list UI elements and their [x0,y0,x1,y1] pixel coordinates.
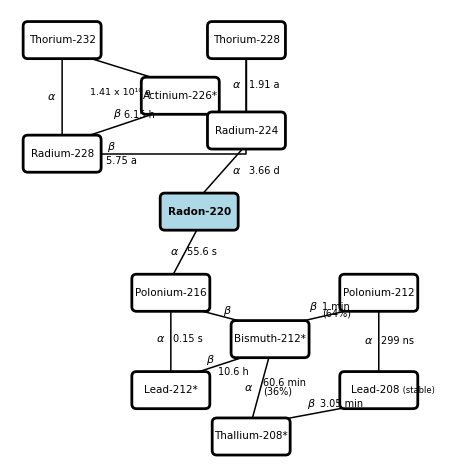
Text: 5.75 a: 5.75 a [106,156,137,166]
Text: 60.6 min: 60.6 min [263,378,306,388]
Text: α: α [245,383,253,393]
Text: α: α [365,337,372,346]
Text: 3.05 min: 3.05 min [319,399,363,409]
Text: Polonium-216: Polonium-216 [135,288,207,298]
Text: Lead-208: Lead-208 [351,385,399,395]
FancyBboxPatch shape [208,21,285,59]
Text: (36%): (36%) [263,386,292,397]
Text: Radon-220: Radon-220 [168,206,231,217]
Text: β: β [207,355,214,365]
Text: Bismuth-212*: Bismuth-212* [234,334,306,344]
Text: β: β [223,306,230,316]
Text: Polonium-212: Polonium-212 [343,288,415,298]
FancyBboxPatch shape [132,274,210,311]
Text: 299 ns: 299 ns [381,337,414,346]
FancyBboxPatch shape [141,77,219,114]
Text: Thorium-232: Thorium-232 [28,35,96,45]
Text: α: α [232,166,240,176]
Text: 1.91 a: 1.91 a [249,80,279,90]
Text: Actinium-226*: Actinium-226* [143,91,218,101]
Text: 1 min: 1 min [322,302,350,312]
Text: β: β [107,142,114,152]
Text: Radium-224: Radium-224 [215,126,278,135]
Text: Thallium-208*: Thallium-208* [214,432,288,441]
Text: 55.6 s: 55.6 s [187,247,217,257]
FancyBboxPatch shape [23,21,101,59]
Text: α: α [157,334,164,344]
Text: β: β [307,399,314,409]
Text: (stable): (stable) [400,385,435,395]
Text: 1.41 x 10¹⁰ a: 1.41 x 10¹⁰ a [91,88,152,97]
Text: 10.6 h: 10.6 h [218,366,249,377]
FancyBboxPatch shape [208,112,285,149]
Text: α: α [48,92,55,102]
Text: β: β [309,302,316,312]
Text: β: β [113,109,120,119]
FancyBboxPatch shape [23,135,101,172]
Text: Radium-228: Radium-228 [30,149,94,159]
Text: 6.15 h: 6.15 h [124,110,155,120]
FancyBboxPatch shape [132,372,210,409]
Text: (64%): (64%) [322,309,351,319]
Text: α: α [232,80,240,90]
FancyBboxPatch shape [231,320,309,358]
FancyBboxPatch shape [340,274,418,311]
Text: 0.15 s: 0.15 s [173,334,203,344]
FancyBboxPatch shape [160,193,238,230]
FancyBboxPatch shape [340,372,418,409]
Text: 3.66 d: 3.66 d [249,166,280,176]
Text: Lead-212*: Lead-212* [144,385,198,395]
FancyBboxPatch shape [212,418,290,455]
Text: Thorium-228: Thorium-228 [213,35,280,45]
Text: α: α [171,247,178,257]
